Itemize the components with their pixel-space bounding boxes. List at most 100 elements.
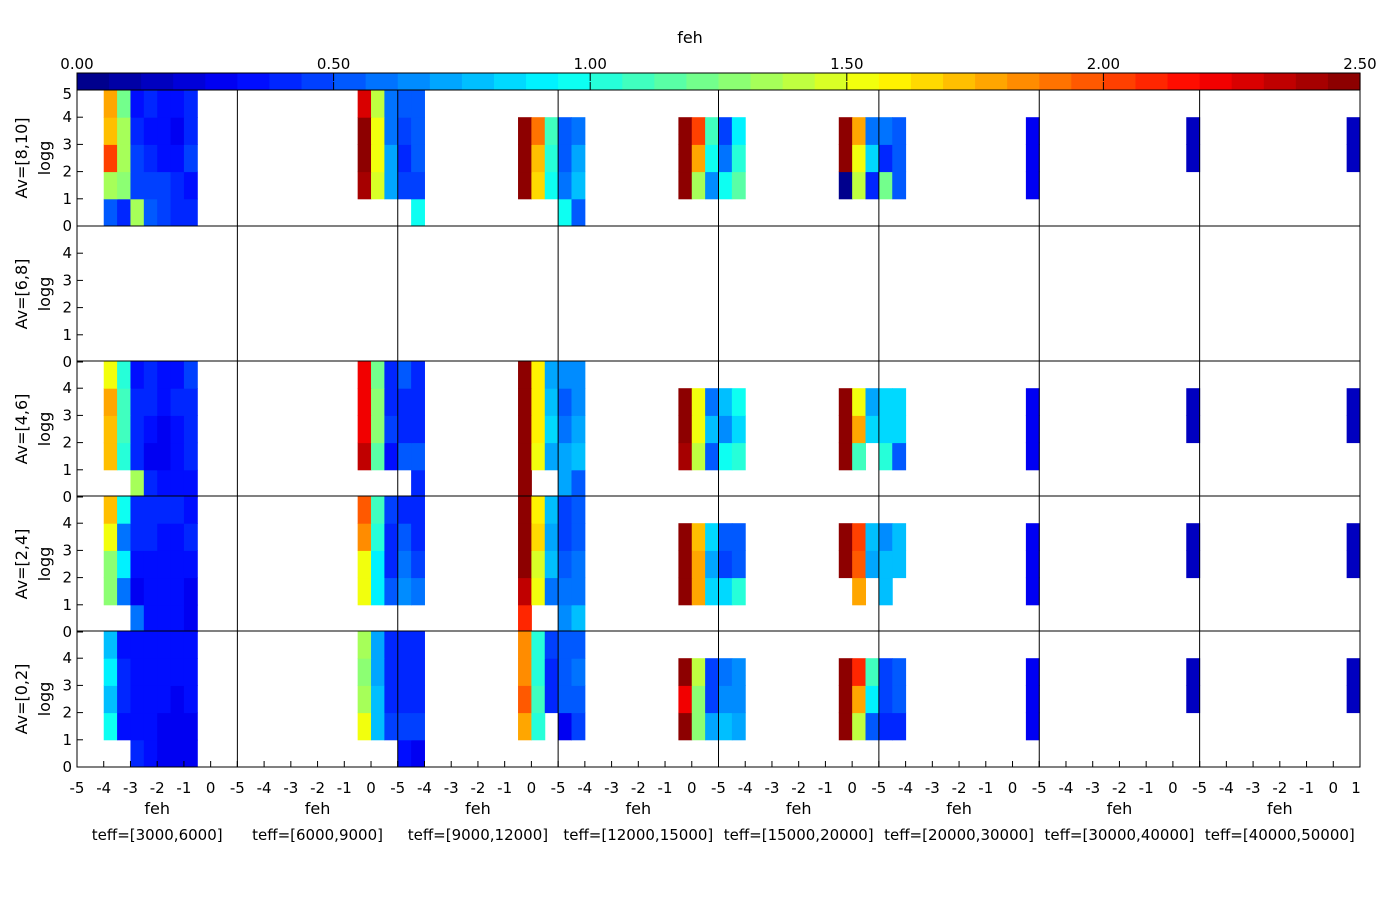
heatmap-cell — [531, 631, 546, 659]
heatmap-cell — [518, 550, 532, 579]
heatmap-cell — [718, 415, 733, 444]
column-title: teff=[20000,30000] — [884, 826, 1034, 844]
x-tick-label: -1 — [1139, 779, 1154, 797]
heatmap-cell — [571, 469, 586, 498]
heatmap-cell — [691, 712, 706, 741]
heatmap-cell — [371, 415, 385, 444]
x-tick-label: -3 — [123, 779, 138, 797]
heatmap-cell — [838, 171, 853, 200]
heatmap-cell — [384, 442, 399, 471]
heatmap-cell — [718, 658, 733, 686]
heatmap-cell — [170, 171, 185, 200]
heatmap-cell — [117, 442, 131, 471]
heatmap-cell — [130, 523, 145, 551]
heatmap-cell — [183, 739, 198, 768]
colorbar: 0.00 0.50 1.00 1.50 2.00 2.50 feh — [60, 28, 1377, 91]
heatmap-cell — [718, 171, 733, 200]
row-title: Av=[2,4] — [12, 529, 31, 600]
heatmap-cell — [157, 361, 172, 389]
heatmap-cell — [157, 577, 172, 606]
heatmap-cell — [878, 415, 893, 444]
heatmap-cell — [558, 198, 572, 227]
heatmap-cell — [117, 415, 131, 444]
heatmap-cell — [558, 117, 572, 145]
heatmap-cell — [531, 550, 546, 579]
heatmap-cell — [1346, 117, 1361, 145]
heatmap-cell — [143, 604, 158, 633]
heatmap-cell — [705, 117, 719, 145]
y-axis-title: logg — [35, 547, 54, 582]
heatmap-cell — [384, 144, 399, 173]
x-tick-label: -1 — [176, 779, 191, 797]
heatmap-cell — [411, 577, 425, 606]
heatmap-cell — [1186, 388, 1201, 416]
x-tick-label: -3 — [1246, 779, 1261, 797]
heatmap-cell — [518, 442, 532, 471]
heatmap-cell — [103, 117, 118, 145]
heatmap-cell — [397, 550, 412, 579]
heatmap-cell — [544, 171, 559, 200]
heatmap-cell — [357, 388, 372, 416]
x-tick-label: -1 — [497, 779, 512, 797]
y-tick-label: 1 — [62, 190, 72, 208]
heatmap-cell — [183, 117, 198, 145]
y-tick-label: 0 — [62, 758, 72, 776]
heatmap-cell — [117, 712, 131, 741]
heatmap-cell — [705, 550, 719, 579]
heatmap-cell — [852, 171, 867, 200]
heatmap-cell — [384, 685, 399, 714]
x-tick-label: -1 — [1299, 779, 1314, 797]
row-title: Av=[4,6] — [12, 394, 31, 465]
heatmap-cell — [103, 388, 118, 416]
heatmap-cell — [678, 685, 693, 714]
colorbar-segment — [109, 73, 142, 90]
colorbar-segment — [718, 73, 752, 90]
heatmap-cell — [531, 361, 546, 389]
heatmap-cell — [357, 415, 372, 444]
heatmap-cell — [1025, 550, 1040, 579]
heatmap-cell — [117, 117, 131, 145]
y-tick-label: 3 — [62, 406, 72, 424]
heatmap-cell — [183, 442, 198, 471]
heatmap-cell — [130, 361, 145, 389]
heatmap-cell — [183, 496, 198, 524]
colorbar-segment — [77, 73, 110, 90]
heatmap-cell — [531, 171, 546, 200]
heatmap-cell — [397, 90, 412, 118]
heatmap-cell — [531, 685, 546, 714]
x-tick-label: -4 — [1058, 779, 1073, 797]
heatmap-cell — [170, 90, 185, 118]
heatmap-cell — [1346, 685, 1361, 714]
heatmap-cell — [878, 388, 893, 416]
heatmap-cell — [571, 712, 586, 741]
heatmap-cell — [558, 171, 572, 200]
x-tick-label: -5 — [230, 779, 245, 797]
heatmap-cell — [691, 442, 706, 471]
heatmap-cell — [384, 388, 399, 416]
heatmap-cell — [384, 577, 399, 606]
colorbar-segment — [237, 73, 271, 90]
heatmap-cell — [731, 685, 746, 714]
heatmap-cell — [531, 442, 546, 471]
heatmap-cell — [878, 658, 893, 686]
heatmap-cell — [731, 171, 746, 200]
heatmap-cell — [143, 577, 158, 606]
y-tick-label: 2 — [62, 163, 72, 181]
x-axis-title: feh — [1267, 799, 1293, 818]
heatmap-cell — [183, 171, 198, 200]
heatmap-cell — [852, 117, 867, 145]
heatmap-cell — [397, 442, 412, 471]
heatmap-cell — [397, 144, 412, 173]
heatmap-cell — [183, 631, 198, 659]
heatmap-cell — [411, 469, 425, 498]
colorbar-segment — [654, 73, 688, 90]
heatmap-cell — [705, 442, 719, 471]
y-tick-label: 3 — [62, 676, 72, 694]
x-axis-title: feh — [1107, 799, 1133, 818]
heatmap-cell — [571, 117, 586, 145]
heatmap-cell — [544, 144, 559, 173]
heatmap-cell — [371, 496, 385, 524]
heatmap-cell — [838, 144, 853, 173]
heatmap-cell — [731, 442, 746, 471]
x-tick-label: -2 — [310, 779, 325, 797]
